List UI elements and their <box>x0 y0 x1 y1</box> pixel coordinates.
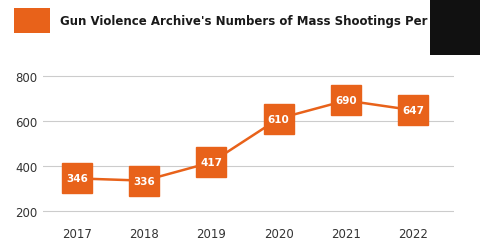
Text: Gun Violence Archive's Numbers of Mass Shootings Per Year: Gun Violence Archive's Numbers of Mass S… <box>60 15 461 28</box>
Text: 336: 336 <box>133 176 155 186</box>
Text: 417: 417 <box>200 158 222 168</box>
Text: 610: 610 <box>268 114 289 124</box>
Text: 346: 346 <box>66 174 88 184</box>
Text: 647: 647 <box>402 106 424 116</box>
Text: 690: 690 <box>335 96 357 106</box>
